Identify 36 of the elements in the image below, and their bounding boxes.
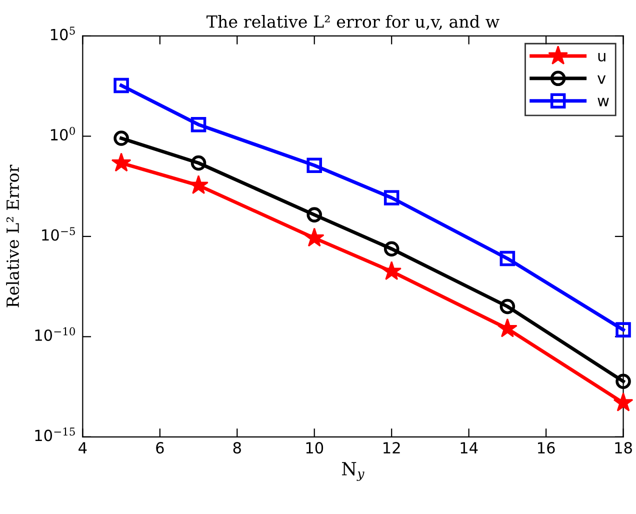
x-tick-label: 18	[615, 442, 632, 454]
point	[384, 241, 400, 257]
x-axis-title: N$_{y}$	[342, 462, 364, 481]
x-tick-label: 16	[538, 442, 555, 454]
point	[190, 155, 206, 171]
point	[613, 392, 634, 412]
chart-title: The relative L² error for u,v, and w	[206, 14, 500, 30]
y-axis-title: Relative L² Error	[6, 164, 20, 308]
x-tick-label: 10	[306, 442, 324, 454]
x-tick-label: 4	[78, 442, 87, 454]
y-tick-label: 10$^{0}$	[50, 126, 75, 141]
point	[306, 207, 322, 222]
x-tick-label: 8	[233, 442, 241, 454]
point	[114, 130, 129, 146]
point	[500, 250, 516, 266]
y-tick-label: 10$^{−15}$	[35, 428, 75, 442]
y-tick-label: 10$^{5}$	[50, 26, 75, 40]
point	[190, 116, 206, 132]
point	[306, 158, 322, 174]
point	[616, 374, 631, 389]
point	[500, 298, 516, 314]
x-tick-label: 14	[460, 442, 478, 454]
y-tick-label: 10$^{−5}$	[42, 227, 75, 241]
point	[114, 78, 129, 94]
legend-label: v	[597, 75, 606, 84]
x-tick-label: 12	[384, 442, 400, 454]
point	[497, 318, 518, 338]
point	[304, 228, 324, 247]
x-tick-label: 6	[156, 442, 164, 454]
point	[384, 190, 400, 206]
point	[111, 152, 132, 172]
point	[382, 261, 402, 280]
point	[616, 322, 631, 338]
legend-label: u	[598, 52, 606, 62]
y-tick-label: 10$^{−10}$	[35, 327, 76, 341]
legend-label: w	[598, 98, 609, 106]
